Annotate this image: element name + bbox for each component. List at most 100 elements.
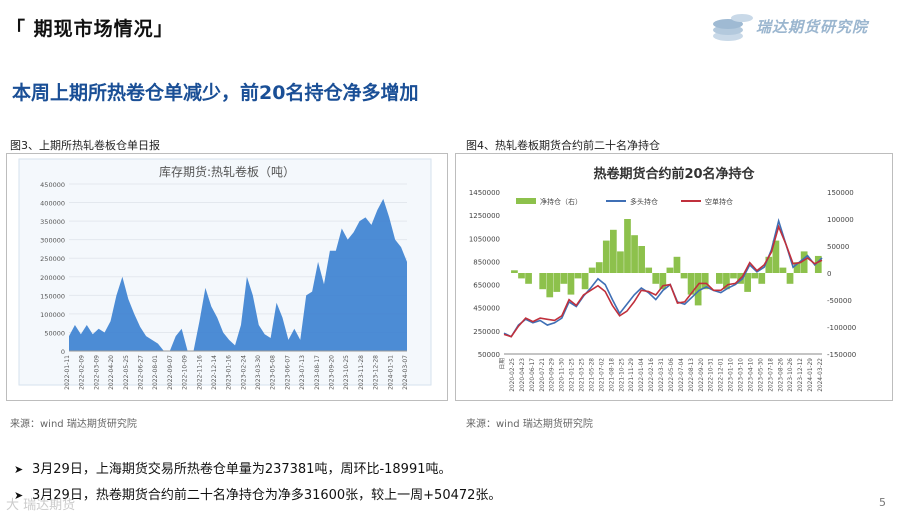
net-position-bar <box>518 273 525 279</box>
x-tick-label: 2023-02-24 <box>240 355 247 390</box>
net-position-bar <box>779 267 787 273</box>
net-position-bar <box>617 251 624 273</box>
net-position-bar <box>730 273 737 279</box>
y-right-tick-label: 100000 <box>827 216 854 224</box>
x-tick-label: 2021-03-25 <box>580 358 586 392</box>
x-tick-label: 2022-06-27 <box>137 355 144 390</box>
net-position-bar <box>786 273 794 284</box>
x-tick-label: 2022-09-07 <box>167 355 174 390</box>
net-position-bar <box>751 273 759 279</box>
y-right-tick-label: -100000 <box>827 324 856 332</box>
x-tick-label: 2021-01-25 <box>570 358 576 392</box>
x-tick-label: 2022-03-31 <box>659 358 665 392</box>
x-tick-label: 2023-07-13 <box>299 355 306 390</box>
net-position-bar <box>701 273 709 290</box>
net-position-bar <box>800 251 808 273</box>
net-position-bar <box>765 256 773 273</box>
logo-text: 瑞达期货研究院 <box>756 18 869 36</box>
x-tick-label: 2023-10-25 <box>343 355 350 390</box>
x-tick-label: 2022-08-13 <box>689 358 695 392</box>
x-tick-label: 2022-01-11 <box>64 355 71 390</box>
x-tick-label: 2021-11-29 <box>629 358 635 392</box>
legend-swatch <box>516 198 536 204</box>
net-position-bar <box>758 273 766 284</box>
x-tick-label: 2022-12-14 <box>211 355 218 390</box>
net-position-bar <box>631 235 638 273</box>
net-position-bar <box>511 270 518 273</box>
x-tick-label: 2023-09-20 <box>329 355 336 390</box>
headline: 本周上期所热卷仓单减少，前20名持仓净多增加 <box>12 82 419 104</box>
x-tick-label: 2023-01-16 <box>226 355 233 390</box>
y-tick-label: 0 <box>61 348 65 356</box>
x-tick-label: 2022-07-04 <box>679 358 685 392</box>
x-tick-label: 2021-07-02 <box>599 358 605 392</box>
y-tick-label: 200000 <box>40 274 65 282</box>
short-position-line <box>503 224 823 338</box>
x-tick-label: 2023-04-10 <box>748 358 754 392</box>
y-tick-label: 350000 <box>40 218 65 226</box>
net-position-bar <box>525 273 532 284</box>
y-tick-label: 250000 <box>40 255 65 263</box>
figure-3-source: 来源：wind 瑞达期货研究院 <box>10 419 137 430</box>
x-tick-label: 2020-04-23 <box>520 358 526 392</box>
logo: 瑞达期货研究院 <box>708 8 888 44</box>
net-position-bar <box>793 262 801 273</box>
x-tick-label: 2023-05-30 <box>758 358 764 392</box>
x-tick-label: 2024-03-22 <box>818 358 824 392</box>
x-tick-label: 2022-04-20 <box>108 355 115 390</box>
x-tick-label: 2022-03-09 <box>93 355 100 390</box>
x-tick-label: 2022-02-09 <box>79 355 86 390</box>
x-tick-label: 2020-06-17 <box>530 358 536 392</box>
net-position-bar <box>659 273 667 290</box>
bullet-item: ➤ 3月29日，上海期货交易所热卷仓单量为237381吨，周环比-18991吨。 <box>14 458 452 477</box>
chart-title: 库存期货:热轧卷板（吨） <box>159 164 295 179</box>
bullet-text: 3月29日，热卷期货合约前二十名净持仓为净多31600张，较上一周+50472张… <box>32 488 502 503</box>
legend-label: 净持仓（右） <box>540 197 582 206</box>
net-position-bar <box>567 273 575 295</box>
net-position-bar <box>602 240 610 273</box>
x-tick-label: 2023-10-26 <box>788 358 794 392</box>
x-tick-label: 2022-11-16 <box>196 355 203 390</box>
y-tick-label: 150000 <box>40 292 65 300</box>
inventory-area <box>69 198 407 351</box>
net-position-bar <box>553 273 561 292</box>
x-tick-label: 2023-12-28 <box>373 355 380 390</box>
net-position-bar <box>581 273 589 290</box>
x-tick-label: 2023-06-07 <box>284 355 291 390</box>
page-title: 「 期现市场情况」 <box>6 18 174 40</box>
y-left-tick-label: 1250000 <box>469 212 500 220</box>
x-tick-label: 2023-08-17 <box>314 355 321 390</box>
net-position-bar <box>716 273 723 284</box>
net-position-bar <box>652 273 660 284</box>
x-tick-label: 2021-05-28 <box>589 358 595 392</box>
x-tick-label: 2022-05-06 <box>669 358 675 392</box>
x-tick-label: 2023-08-26 <box>778 358 784 392</box>
x-tick-label: 2023-05-08 <box>270 355 277 390</box>
y-right-tick-label: -150000 <box>827 351 856 359</box>
net-position-bar <box>645 267 653 273</box>
x-tick-label: 2021-10-25 <box>619 358 625 392</box>
y-right-tick-label: 50000 <box>827 243 849 251</box>
x-tick-label: 2022-05-25 <box>123 355 130 390</box>
net-position-bar <box>574 273 582 279</box>
net-position-bar <box>687 273 695 295</box>
net-position-bar <box>673 256 681 273</box>
y-tick-label: 450000 <box>40 181 65 189</box>
x-tick-label: 2022-10-09 <box>182 355 189 390</box>
x-tick-label: 2024-01-29 <box>808 358 814 392</box>
figure-4-source: 来源：wind 瑞达期货研究院 <box>466 419 593 430</box>
x-tick-label: 2023-03-10 <box>739 358 745 392</box>
y-left-tick-label: 450000 <box>473 305 500 313</box>
x-tick-label: 2022-10-31 <box>709 358 715 392</box>
chart-title: 热卷期货合约前20名净持仓 <box>593 166 755 182</box>
net-position-bar <box>772 240 780 273</box>
y-tick-label: 400000 <box>40 200 65 208</box>
x-tick-label: 2023-03-30 <box>255 355 262 390</box>
y-left-tick-label: 250000 <box>473 328 500 336</box>
bullet-item: ➤ 3月29日，热卷期货合约前二十名净持仓为净多31600张，较上一周+50472… <box>14 484 501 503</box>
arrow-bullet-icon: ➤ <box>14 489 24 502</box>
x-tick-label: 2023-11-28 <box>358 355 365 390</box>
net-position-bar <box>610 229 617 273</box>
x-tick-label: 2020-02-25 <box>510 358 516 392</box>
net-position-bar <box>666 267 674 273</box>
